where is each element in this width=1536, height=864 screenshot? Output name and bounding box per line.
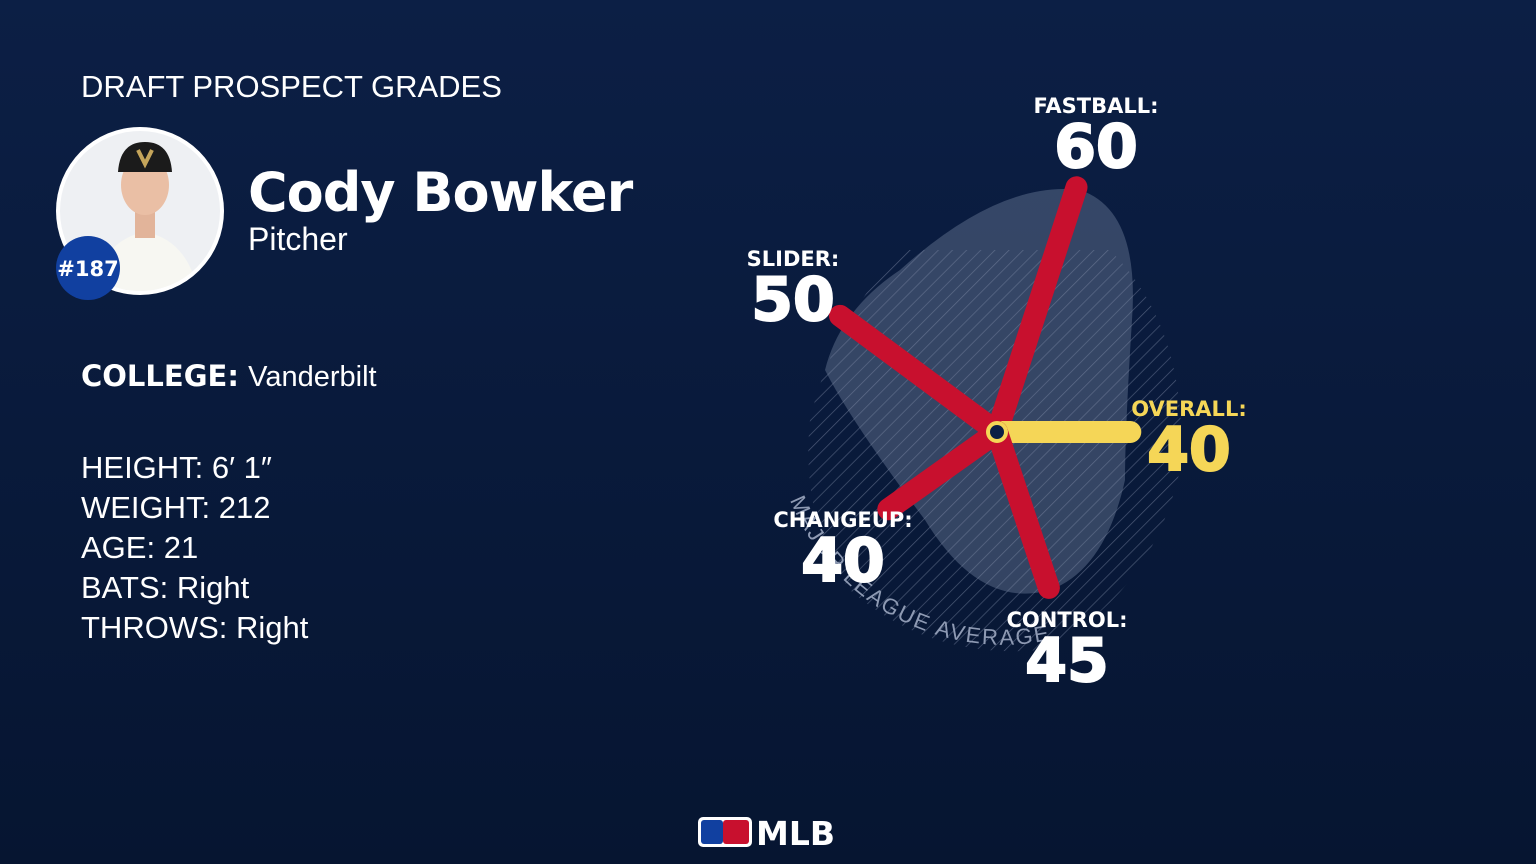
- grade-label: CHANGEUP:: [773, 508, 912, 532]
- logo: MLB: [698, 814, 835, 853]
- labels: FASTBALL:60OVERALL:40CONTROL:45CHANGEUP:…: [747, 94, 1247, 697]
- rank-badge: [56, 236, 120, 300]
- player-name: Cody Bowker: [248, 161, 634, 224]
- grade-value: 50: [751, 265, 835, 335]
- detail-label: HEIGHT:: [81, 450, 203, 485]
- grade-bar: [986, 421, 1060, 599]
- college: COLLEGE: Vanderbilt: [81, 359, 377, 393]
- detail: HEIGHT: 6′ 1″: [81, 450, 272, 485]
- grade-value: 60: [1054, 112, 1138, 182]
- grade-value: 40: [1147, 415, 1231, 485]
- grade-value: 45: [1025, 626, 1109, 696]
- detail: AGE: 21: [81, 530, 198, 565]
- grade-value: 40: [801, 526, 885, 596]
- rank: #187: [57, 257, 118, 281]
- detail-label: AGE:: [81, 530, 155, 565]
- grade-bar: [877, 421, 1008, 521]
- detail-label: BATS:: [81, 570, 168, 605]
- detail: WEIGHT: 212: [81, 490, 271, 525]
- detail-label: THROWS:: [81, 610, 227, 645]
- logo-text: MLB: [756, 814, 835, 853]
- detail: BATS: Right: [81, 570, 250, 605]
- grade-label: FASTBALL:: [1033, 94, 1158, 118]
- detail-value: 212: [219, 490, 271, 525]
- page-title: DRAFT PROSPECT GRADES: [81, 69, 502, 104]
- grade-label: CONTROL:: [1007, 608, 1128, 632]
- grade-label: OVERALL:: [1131, 397, 1246, 421]
- detail-value: 6′ 1″: [212, 450, 272, 485]
- detail-value: Right: [177, 570, 250, 605]
- college-value: Vanderbilt: [248, 361, 376, 393]
- grade-label: SLIDER:: [747, 247, 840, 271]
- grade-bar: [829, 304, 1008, 443]
- bars: [829, 176, 1142, 599]
- center-dot: [986, 421, 1008, 443]
- detail-value: 21: [164, 530, 198, 565]
- grade-bar: [986, 176, 1088, 443]
- college-label: COLLEGE:: [81, 359, 239, 393]
- player-position: Pitcher: [248, 221, 348, 257]
- detail-value: Right: [236, 610, 309, 645]
- detail-label: WEIGHT:: [81, 490, 210, 525]
- detail: THROWS: Right: [81, 610, 309, 645]
